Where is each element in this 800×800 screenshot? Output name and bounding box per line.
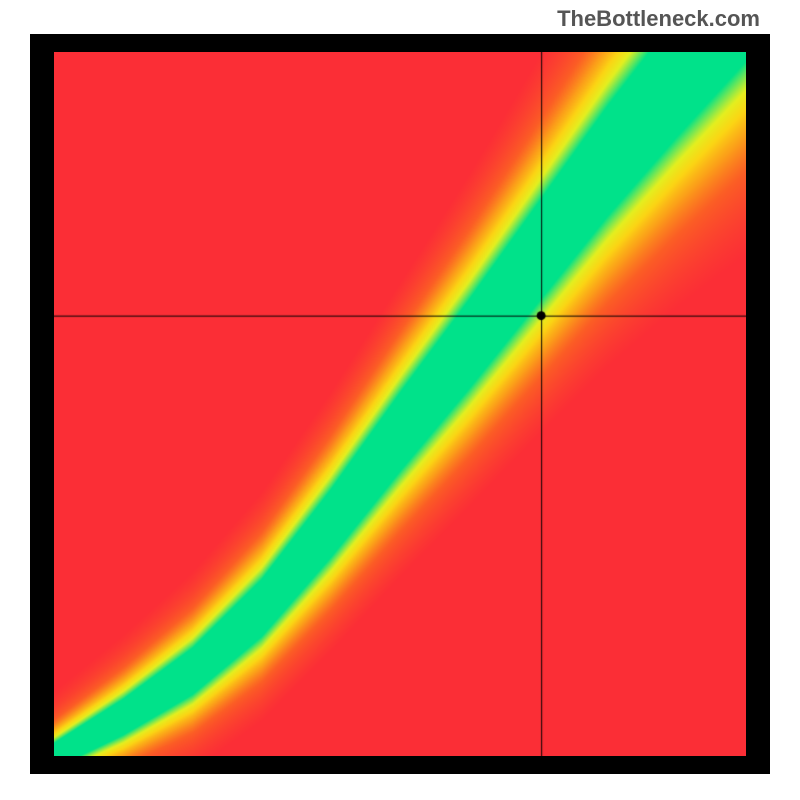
chart-outer-frame	[30, 34, 770, 774]
bottleneck-heatmap	[54, 52, 746, 756]
chart-container: TheBottleneck.com	[0, 0, 800, 800]
watermark-label: TheBottleneck.com	[557, 6, 760, 32]
